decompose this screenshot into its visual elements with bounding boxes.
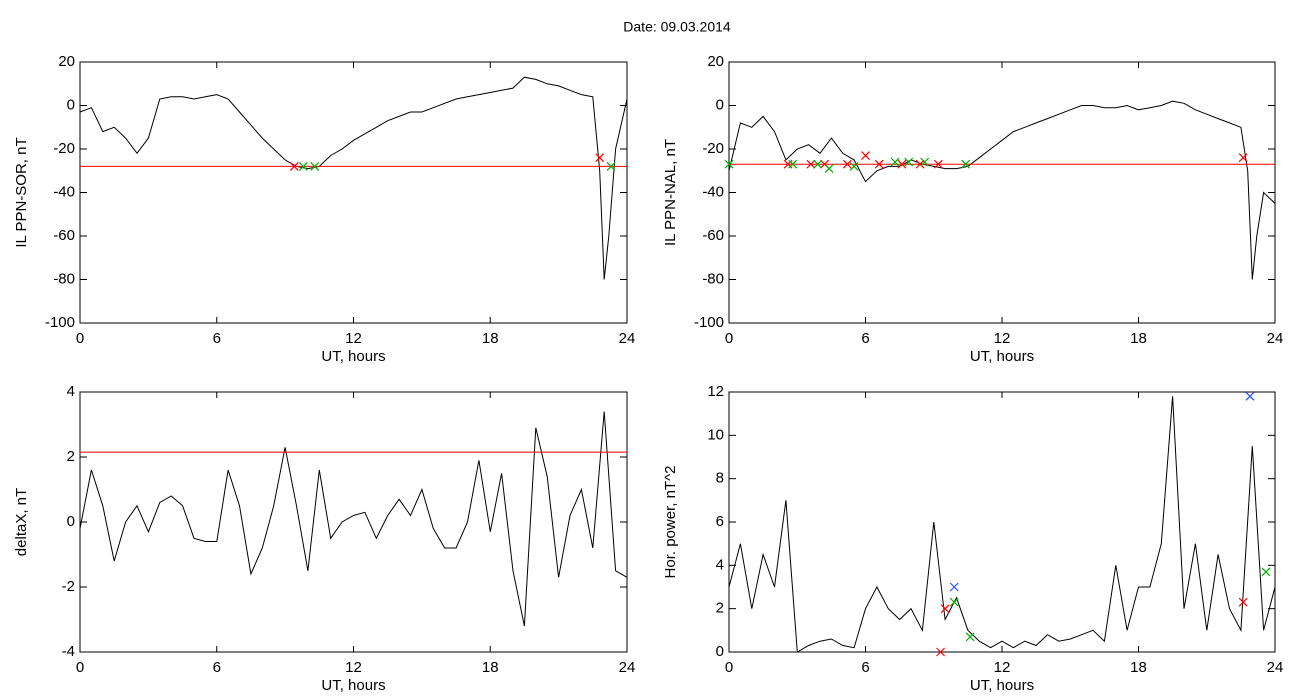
x-tick-label: 6: [861, 330, 869, 347]
x-tick-label: 18: [1130, 659, 1147, 676]
x-tick-label: 24: [1267, 659, 1284, 676]
y-axis-label: Hor. power, nT^2: [662, 466, 679, 579]
y-tick-label: 12: [707, 383, 724, 400]
y-tick-label: 8: [716, 470, 724, 487]
cross-marker: [897, 159, 907, 169]
y-tick-label: 20: [707, 53, 724, 70]
data-line: [79, 76, 628, 280]
y-tick-label: 0: [67, 96, 75, 113]
x-tick-label: 24: [619, 330, 636, 347]
y-tick-label: 20: [58, 53, 75, 70]
x-tick-label: 12: [345, 330, 362, 347]
y-tick-label: -80: [702, 270, 724, 287]
y-tick-label: -40: [53, 183, 75, 200]
x-tick-label: 0: [76, 330, 84, 347]
y-tick-label: -40: [702, 183, 724, 200]
cross-marker: [874, 159, 884, 169]
x-tick-label: 18: [482, 330, 499, 347]
x-axis-label: UT, hours: [321, 677, 385, 694]
y-tick-label: 0: [716, 643, 724, 660]
cross-marker: [849, 161, 859, 171]
x-tick-label: 6: [213, 659, 221, 676]
y-tick-label: -4: [62, 643, 75, 660]
y-tick-label: 6: [716, 513, 724, 530]
y-tick-label: -80: [53, 270, 75, 287]
x-tick-label: 24: [619, 659, 636, 676]
y-axis-label: deltaX, nT: [13, 488, 30, 556]
cross-marker: [1238, 153, 1248, 163]
y-tick-label: -20: [53, 140, 75, 157]
cross-marker: [861, 151, 870, 160]
cross-marker: [936, 647, 945, 657]
data-line: [728, 100, 1276, 280]
figure-title: Date: 09.03.2014: [623, 19, 731, 35]
x-tick-label: 24: [1267, 330, 1284, 347]
cross-marker: [940, 604, 950, 614]
y-tick-label: -20: [702, 140, 724, 157]
cross-marker: [606, 161, 616, 171]
x-tick-label: 0: [725, 330, 733, 347]
y-tick-label: 10: [707, 426, 724, 443]
cross-marker: [595, 153, 605, 163]
y-axis-label: IL PPN-SOR, nT: [13, 137, 30, 247]
cross-marker: [961, 159, 971, 169]
data-line: [728, 396, 1276, 653]
y-tick-label: 0: [716, 96, 724, 113]
cross-marker: [920, 157, 930, 167]
y-tick-label: 2: [716, 600, 724, 617]
y-tick-label: 4: [716, 556, 724, 573]
x-tick-label: 12: [994, 659, 1011, 676]
y-tick-label: -100: [45, 314, 75, 331]
y-tick-label: -2: [62, 578, 75, 595]
cross-marker: [1238, 597, 1248, 607]
x-axis-label: UT, hours: [970, 677, 1034, 694]
y-tick-label: -60: [702, 227, 724, 244]
x-axis-label: UT, hours: [970, 348, 1034, 365]
cross-marker: [949, 582, 959, 592]
x-tick-label: 18: [482, 659, 499, 676]
cross-marker: [806, 159, 816, 169]
cross-marker: [289, 161, 299, 171]
cross-marker: [1245, 391, 1255, 401]
y-tick-label: 0: [67, 513, 75, 530]
y-tick-label: 4: [67, 383, 75, 400]
cross-marker: [310, 161, 320, 171]
cross-marker: [788, 159, 798, 169]
data-line: [79, 411, 628, 627]
cross-marker: [890, 157, 900, 167]
cross-marker: [949, 597, 959, 607]
cross-marker: [298, 161, 308, 171]
x-tick-label: 6: [213, 330, 221, 347]
x-tick-label: 6: [861, 659, 869, 676]
x-tick-label: 0: [725, 659, 733, 676]
x-tick-label: 12: [345, 659, 362, 676]
x-tick-label: 18: [1130, 330, 1147, 347]
cross-marker: [824, 164, 834, 173]
cross-marker: [1261, 567, 1271, 577]
cross-marker: [813, 159, 823, 169]
x-axis-label: UT, hours: [321, 348, 385, 365]
cross-marker: [724, 159, 734, 169]
y-axis-label: IL PPN-NAL, nT: [662, 139, 679, 246]
y-tick-label: -100: [694, 314, 724, 331]
cross-marker: [965, 632, 975, 642]
y-tick-label: 2: [67, 448, 75, 465]
cross-marker: [904, 157, 914, 167]
cross-marker: [933, 159, 943, 169]
x-tick-label: 0: [76, 659, 84, 676]
y-tick-label: -60: [53, 227, 75, 244]
x-tick-label: 12: [994, 330, 1011, 347]
cross-marker: [842, 159, 852, 169]
cross-marker: [915, 159, 925, 169]
